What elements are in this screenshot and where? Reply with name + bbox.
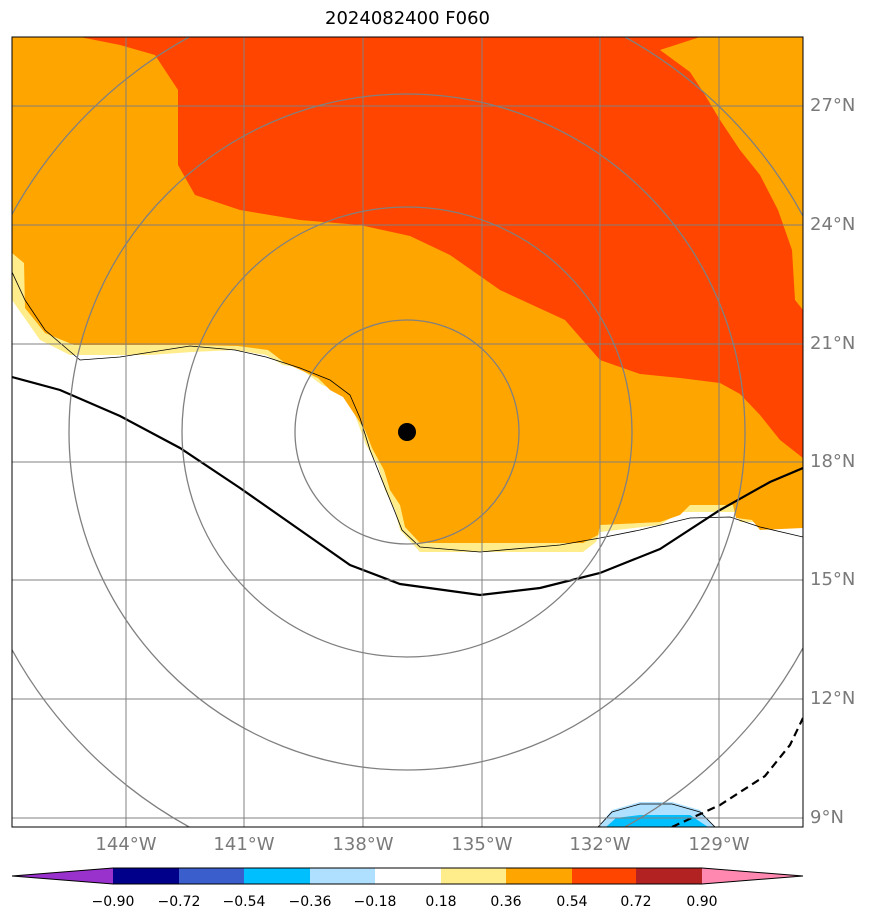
map-frame <box>11 36 804 828</box>
contour-fill-0.54 <box>80 37 803 458</box>
lat-label-15n: 15°N <box>810 569 856 590</box>
lon-label-132w: 132°W <box>569 834 631 855</box>
lon-gridlines <box>125 37 720 827</box>
colorbar-tick-label: −0.54 <box>222 894 266 910</box>
colorbar-extend-high <box>702 868 803 884</box>
colorbar-tick-label: −0.90 <box>91 894 135 910</box>
lat-label-24n: 24°N <box>810 214 856 235</box>
lon-label-135w: 135°W <box>451 834 513 855</box>
colorbar <box>11 867 804 885</box>
map-title: 2024082400 F060 <box>325 8 490 29</box>
lon-label-144w: 144°W <box>95 834 157 855</box>
map-plot-area <box>12 37 803 827</box>
range-rings <box>12 37 803 827</box>
contour-line-0.18 <box>12 271 803 553</box>
lon-label-138w: 138°W <box>332 834 394 855</box>
colorbar-tick-label: −0.72 <box>157 894 201 910</box>
lon-label-141w: 141°W <box>213 834 275 855</box>
lat-label-21n: 21°N <box>810 333 856 354</box>
contour-fill-0.36-east <box>660 37 803 310</box>
storm-center-marker <box>398 423 416 441</box>
lon-label-129w: 129°W <box>688 834 750 855</box>
lat-gridlines <box>12 105 803 819</box>
lat-label-27n: 27°N <box>810 95 856 116</box>
contour-line-neg-0.18 <box>597 803 716 827</box>
colorbar-tick-label: 0.54 <box>556 894 588 910</box>
colorbar-extend-low <box>12 868 113 884</box>
lat-label-12n: 12°N <box>810 688 856 709</box>
lat-label-9n: 9°N <box>810 807 844 828</box>
colorbar-tick-label: −0.36 <box>288 894 332 910</box>
colorbar-tick-label: −0.18 <box>353 894 397 910</box>
colorbar-tick-label: 0.18 <box>425 894 457 910</box>
colorbar-tick-label: 0.36 <box>490 894 522 910</box>
zero-line <box>12 375 803 597</box>
lat-label-18n: 18°N <box>810 451 856 472</box>
colorbar-tick-label: 0.72 <box>620 894 652 910</box>
negative-contour-dashed <box>671 717 803 827</box>
colorbar-tick-label: 0.90 <box>686 894 718 910</box>
